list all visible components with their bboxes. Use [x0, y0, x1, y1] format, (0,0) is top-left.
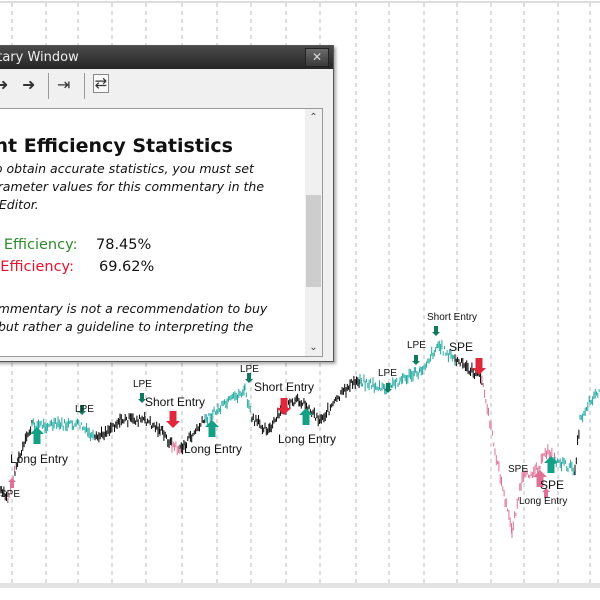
spe-label: SPE — [0, 489, 21, 500]
short-label: Short Entry — [145, 395, 206, 409]
spe-label: SPE — [540, 478, 565, 492]
lpe-arrow — [384, 383, 392, 393]
disclaimer-line: , but rather a guideline to interpreting… — [0, 319, 254, 334]
short-label: Short Entry — [254, 380, 315, 394]
short-entry-arrow — [472, 358, 486, 375]
short-label: Short Entry — [427, 312, 478, 323]
spe-arrow — [8, 478, 16, 488]
short-entry-arrow — [277, 398, 291, 415]
commentary-window[interactable]: ntary Window ✕ ➜ ➜ ⇥ ⇄ ant Efficiency St… — [0, 45, 334, 362]
long-entry-arrow — [205, 420, 219, 437]
short-entry-arrow — [166, 411, 180, 428]
scroll-up-icon[interactable]: ⌃ — [309, 112, 318, 123]
short-efficiency-label: t Efficiency: — [0, 259, 74, 275]
lpe-label: LPE — [407, 340, 426, 351]
scrollbar-thumb[interactable] — [306, 195, 321, 287]
note-line: t Editor. — [0, 197, 39, 212]
lpe-arrow — [78, 405, 86, 415]
window-title: ntary Window — [0, 50, 79, 65]
lpe-label: LPE — [378, 368, 397, 379]
toolbar: ➜ ➜ ⇥ ⇄ — [0, 69, 333, 101]
spe-arrow — [533, 470, 547, 487]
window-titlebar[interactable]: ntary Window ✕ — [0, 46, 333, 69]
long-efficiency-value: 78.45% — [96, 237, 152, 253]
spe-label: SPE — [449, 340, 474, 354]
lpe-label: LPE — [240, 364, 259, 375]
long-efficiency-label: g Efficiency: — [0, 237, 78, 253]
scroll-down-icon[interactable]: ⌄ — [309, 342, 318, 353]
long-entry-arrow — [299, 408, 313, 425]
commentary-content: ant Efficiency Statistics to obtain accu… — [0, 108, 323, 357]
spe-label: SPE — [508, 464, 529, 475]
long-label: Long Entry — [10, 452, 69, 466]
long-label: Long Entry — [278, 432, 337, 446]
arrow-right-icon[interactable]: ➜ — [22, 75, 36, 94]
long-label: Long Entry — [184, 442, 243, 456]
long-entry-arrow — [30, 427, 44, 444]
statistics-heading: ant Efficiency Statistics — [0, 135, 233, 157]
lpe-arrow — [245, 373, 253, 383]
close-button[interactable]: ✕ — [305, 48, 329, 67]
lpe-arrow — [432, 326, 440, 336]
lpe-arrow — [412, 355, 420, 365]
long-entry-arrow — [544, 456, 558, 473]
vertical-scrollbar[interactable]: ⌃ ⌄ — [305, 109, 322, 356]
note-line: to obtain accurate statistics, you must … — [0, 161, 254, 176]
long-label: Long Entry — [519, 496, 568, 507]
note-line: arameter values for this commentary in t… — [0, 179, 265, 194]
lpe-label: LPE — [133, 379, 152, 390]
disclaimer-line: ommentary is not a recommendation to buy — [0, 301, 268, 316]
lpe-arrow — [138, 393, 146, 403]
arrow-left-icon[interactable]: ➜ — [0, 75, 9, 94]
arrow-end-icon[interactable]: ⇥ — [57, 75, 71, 94]
lpe-label: LPE — [75, 404, 94, 415]
toolbar-divider — [84, 73, 85, 99]
refresh-document-icon[interactable]: ⇄ — [93, 74, 109, 93]
chart-scrollbar[interactable] — [0, 583, 600, 588]
toolbar-divider — [48, 73, 49, 99]
spe-arrow — [542, 488, 550, 498]
short-efficiency-value: 69.62% — [99, 259, 155, 275]
